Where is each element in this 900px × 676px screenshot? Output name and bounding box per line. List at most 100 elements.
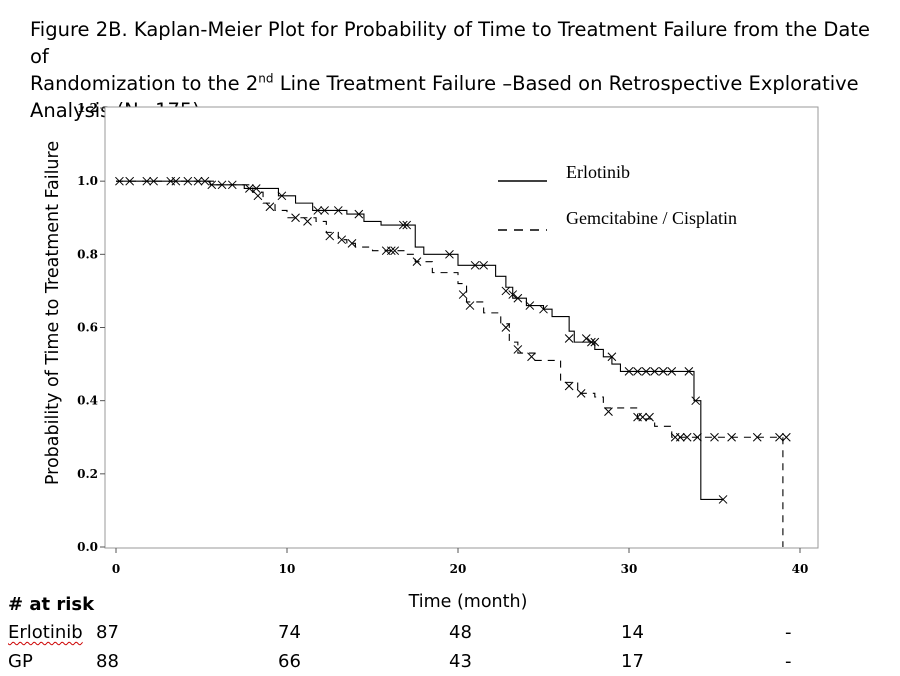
censor-mark [354,209,364,219]
censor-mark [183,176,193,186]
censor-mark [650,367,660,376]
censor-mark [638,412,648,422]
legend-label-erlotinib: Erlotinib [566,162,630,182]
series-line-gp [116,180,784,547]
plot-area [104,106,819,549]
legend-label-gp: Gemcitabine / Cisplatin [566,208,737,228]
censor-mark [171,176,181,186]
censor-mark [398,220,408,230]
censor-mark [277,191,287,201]
censor-mark [115,176,124,186]
censor-mark [633,367,642,376]
censor-mark [253,191,263,201]
censor-layer [115,176,791,504]
x-tick-label: 40 [792,562,809,576]
y-axis-label: Probability of Time to Treatment Failure [43,141,63,485]
title-line-2: Randomization to the 2nd Line Treatment … [30,70,890,97]
at-risk-value: 17 [621,651,644,672]
censor-mark [693,432,702,442]
x-tick-label: 10 [279,562,296,576]
title-line-2-end: Line Treatment Failure –Based on Retrosp… [273,72,859,95]
censor-mark [645,412,654,422]
at-risk-value: 88 [96,651,119,672]
censor-mark [337,235,347,245]
at-risk-value: 14 [621,622,644,643]
censor-mark [641,367,651,376]
censor-mark [227,180,237,190]
censor-mark [193,176,203,186]
censor-mark [513,293,523,303]
series-layer [116,180,784,547]
title-line-2-start: Randomization to the 2 [30,72,259,95]
at-risk-row-label: Erlotinib [8,622,83,643]
censor-mark [402,220,412,230]
at-risk-value: 48 [449,622,472,643]
censor-mark [458,290,468,299]
censor-mark [207,180,217,190]
censor-mark [576,388,586,398]
censor-mark [727,432,736,442]
at-risk-row-label: GP [8,651,33,672]
at-risk-value: - [785,622,792,643]
censor-mark [445,249,454,259]
x-tick-label: 0 [112,562,120,576]
censor-mark [501,323,511,332]
censor-mark [710,432,719,442]
y-tick-label: 0.6 [77,321,98,335]
at-risk-value: 66 [278,651,301,672]
legend: Erlotinib Gemcitabine / Cisplatin [498,162,737,231]
censor-mark [303,217,312,226]
axes: 0.0 0.2 0.4 0.6 0.8 1.0 1.2 0 10 20 30 40 [77,101,808,576]
censor-mark [390,246,400,256]
censor-mark [718,495,728,504]
at-risk-value: 43 [449,651,472,672]
censor-mark [587,337,596,347]
censor-mark [386,246,396,256]
censor-mark [781,432,791,442]
y-tick-label: 0.4 [77,394,98,408]
censor-mark [539,304,548,314]
censor-mark [245,184,254,193]
censor-mark [313,206,323,215]
censor-mark [325,231,335,241]
censor-mark [200,176,210,186]
censor-mark [125,176,135,186]
censor-mark [752,432,762,442]
at-risk-value: 74 [278,622,301,643]
censor-mark [320,206,329,215]
y-tick-label: 0.0 [77,540,98,554]
title-superscript: nd [258,71,274,86]
y-tick-label: 0.2 [77,467,98,481]
censor-mark [607,352,617,362]
censor-mark [527,352,536,362]
censor-mark [675,432,685,442]
series-line-erlotinib [116,180,724,500]
y-tick-label: 1.2 [77,101,98,115]
censor-mark [291,213,300,223]
censor-mark [412,257,422,267]
at-risk-header: # at risk [8,594,95,615]
at-risk-value: 87 [96,622,119,643]
x-tick-label: 20 [450,562,467,576]
censor-mark [508,290,518,299]
censor-mark [142,176,152,186]
censor-mark [581,334,591,343]
censor-mark [684,367,694,376]
at-risk-value: - [785,651,792,672]
censor-mark [501,286,511,296]
censor-mark [465,301,475,310]
censor-mark [564,334,574,343]
y-tick-label: 0.8 [77,247,98,261]
censor-mark [251,184,261,193]
censor-mark [682,432,692,442]
y-tick-label: 1.0 [77,174,98,188]
censor-mark [149,176,158,186]
x-axis-label: Time (month) [408,592,528,612]
censor-mark [333,206,343,215]
x-tick-label: 30 [621,562,638,576]
censor-mark [217,180,227,190]
censor-mark [265,202,275,212]
censor-mark [590,337,600,347]
censor-mark [513,345,523,354]
